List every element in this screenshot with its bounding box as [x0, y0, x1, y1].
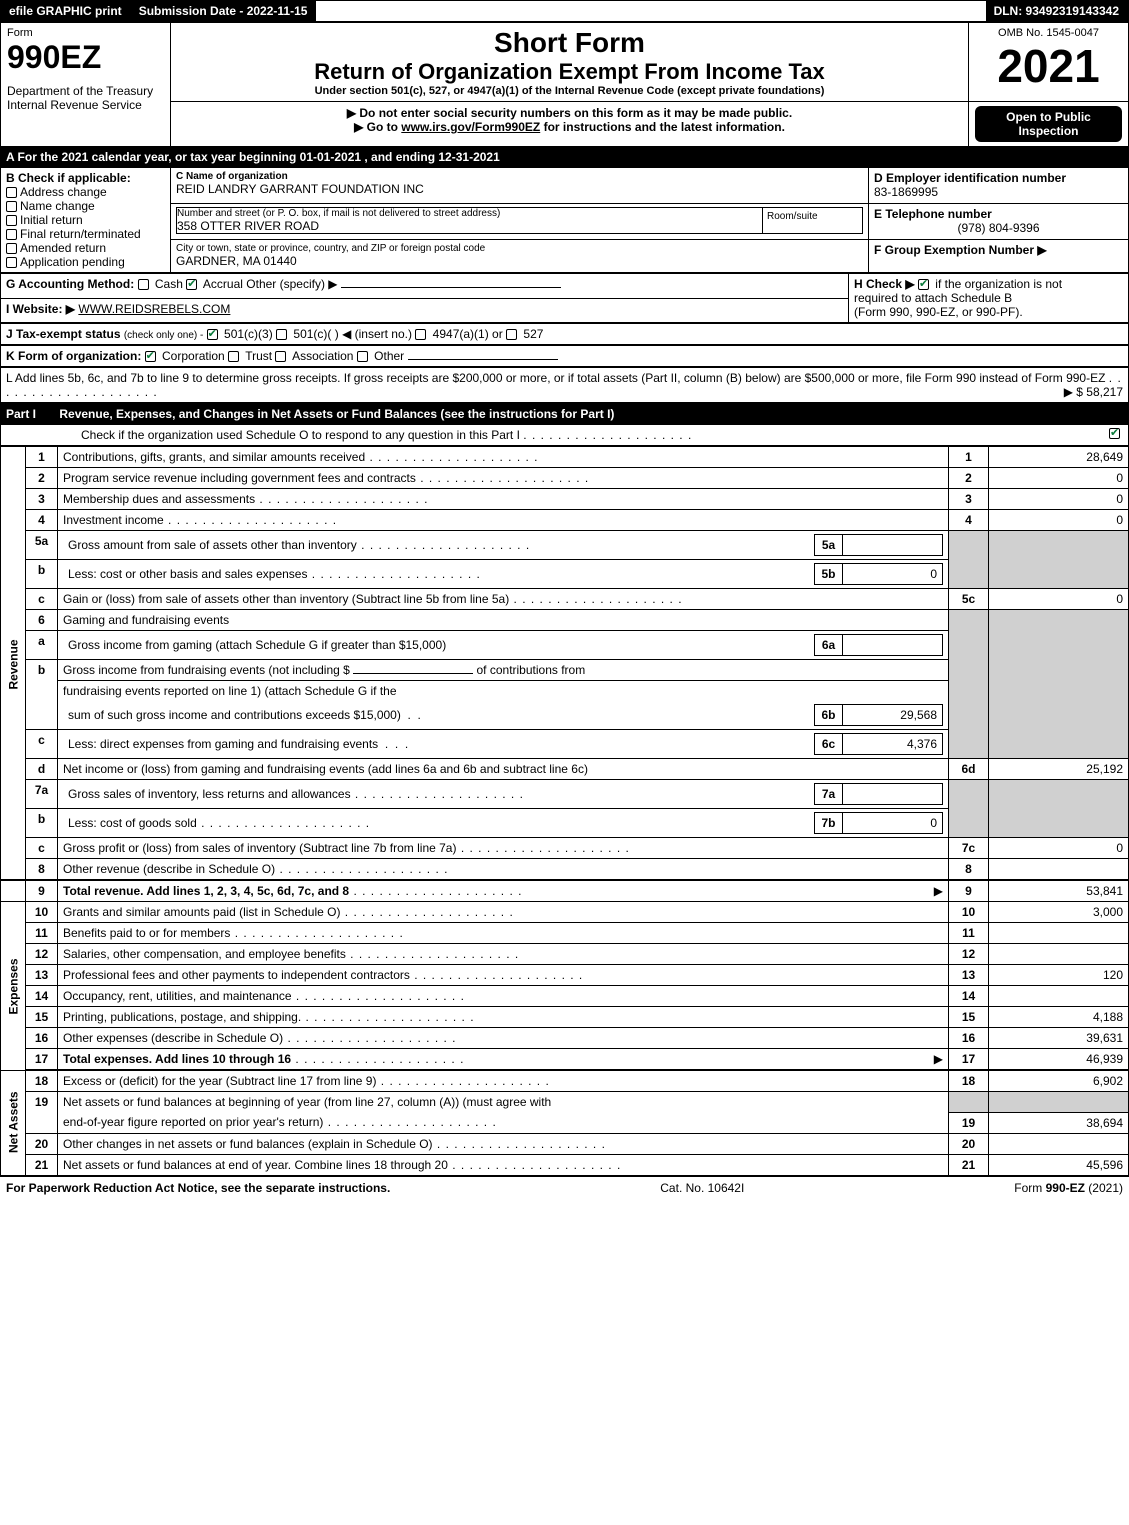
chk-name-change[interactable]: Name change [6, 199, 165, 213]
footer-cat: Cat. No. 10642I [660, 1181, 744, 1195]
footer-right: Form 990-EZ (2021) [1014, 1181, 1123, 1195]
box-i-label: I Website: ▶ [6, 302, 75, 316]
dept-treasury: Department of the Treasury [7, 84, 164, 98]
box-h: H Check ▶ if the organization is not req… [854, 277, 1123, 319]
chk-amended-return[interactable]: Amended return [6, 241, 165, 255]
box-c-label: C Name of organization [176, 171, 863, 182]
chk-501c[interactable] [276, 329, 287, 340]
org-name: REID LANDRY GARRANT FOUNDATION INC [176, 182, 863, 196]
efile-print[interactable]: efile GRAPHIC print [1, 1, 131, 21]
box-e-label: E Telephone number [874, 207, 1123, 221]
under-section: Under section 501(c), 527, or 4947(a)(1)… [177, 85, 962, 97]
box-b-title: B Check if applicable: [6, 171, 165, 185]
j-block: J Tax-exempt status (check only one) - 5… [0, 323, 1129, 345]
footer-left: For Paperwork Reduction Act Notice, see … [6, 1181, 390, 1195]
street-label: Number and street (or P. O. box, if mail… [177, 208, 758, 219]
box-f-label: F Group Exemption Number ▶ [874, 243, 1123, 257]
form-header: Form 990EZ Department of the Treasury In… [0, 22, 1129, 147]
box-g-label: G Accounting Method: [6, 277, 134, 291]
part1-check-line: Check if the organization used Schedule … [81, 428, 520, 442]
chk-accrual[interactable] [186, 279, 197, 290]
line1-amt: 28,649 [989, 447, 1129, 468]
part1-lines: Revenue 1 Contributions, gifts, grants, … [0, 446, 1129, 1176]
form-word: Form [7, 27, 164, 39]
chk-501c3[interactable] [207, 329, 218, 340]
chk-assoc[interactable] [275, 351, 286, 362]
top-bar: efile GRAPHIC print Submission Date - 20… [0, 0, 1129, 22]
city-label: City or town, state or province, country… [176, 243, 863, 254]
chk-trust[interactable] [228, 351, 239, 362]
chk-4947[interactable] [415, 329, 426, 340]
open-public: Open to Public Inspection [975, 106, 1122, 142]
street: 358 OTTER RIVER ROAD [177, 219, 758, 233]
website-link[interactable]: WWW.REIDSREBELS.COM [78, 302, 230, 316]
gh-block: G Accounting Method: Cash Accrual Other … [0, 273, 1129, 323]
omb-no: OMB No. 1545-0047 [975, 27, 1122, 39]
k-block: K Form of organization: Corporation Trus… [0, 345, 1129, 367]
part1-header: Part I Revenue, Expenses, and Changes in… [0, 403, 1129, 446]
section-a: A For the 2021 calendar year, or tax yea… [0, 147, 1129, 167]
revenue-label: Revenue [1, 447, 26, 881]
tax-year: 2021 [975, 39, 1122, 93]
chk-527[interactable] [506, 329, 517, 340]
ein: 83-1869995 [874, 185, 1123, 199]
goto-note: ▶ Go to www.irs.gov/Form990EZ for instru… [177, 120, 962, 134]
l-block: L Add lines 5b, 6c, and 7b to line 9 to … [0, 367, 1129, 403]
telephone: (978) 804-9396 [874, 221, 1123, 235]
expenses-label: Expenses [1, 902, 26, 1071]
city: GARDNER, MA 01440 [176, 254, 863, 268]
box-j-label: J Tax-exempt status [6, 327, 121, 341]
irs-link[interactable]: www.irs.gov/Form990EZ [401, 120, 540, 134]
dln: DLN: 93492319143342 [986, 1, 1128, 21]
irs: Internal Revenue Service [7, 98, 164, 112]
ssn-note: ▶ Do not enter social security numbers o… [177, 106, 962, 120]
room-label: Room/suite [767, 211, 857, 222]
short-form-title: Short Form [177, 27, 962, 59]
gross-receipts: ▶ $ 58,217 [1064, 385, 1123, 399]
chk-final-return[interactable]: Final return/terminated [6, 227, 165, 241]
submission-date: Submission Date - 2022-11-15 [131, 1, 317, 21]
chk-corp[interactable] [145, 351, 156, 362]
box-d-label: D Employer identification number [874, 171, 1123, 185]
form-number: 990EZ [7, 39, 164, 76]
box-l-text: L Add lines 5b, 6c, and 7b to line 9 to … [6, 371, 1105, 385]
part1-title: Revenue, Expenses, and Changes in Net As… [59, 407, 614, 421]
chk-sched-o[interactable] [1109, 428, 1120, 439]
chk-application-pending[interactable]: Application pending [6, 255, 165, 269]
chk-initial-return[interactable]: Initial return [6, 213, 165, 227]
net-assets-label: Net Assets [1, 1070, 26, 1175]
header-block: B Check if applicable: Address change Na… [0, 167, 1129, 273]
part1-label: Part I [6, 407, 46, 421]
chk-cash[interactable] [138, 279, 149, 290]
chk-address-change[interactable]: Address change [6, 185, 165, 199]
return-title: Return of Organization Exempt From Incom… [177, 59, 962, 85]
footer: For Paperwork Reduction Act Notice, see … [0, 1176, 1129, 1199]
chk-sched-b[interactable] [918, 279, 929, 290]
box-k-label: K Form of organization: [6, 349, 141, 363]
chk-other-org[interactable] [357, 351, 368, 362]
